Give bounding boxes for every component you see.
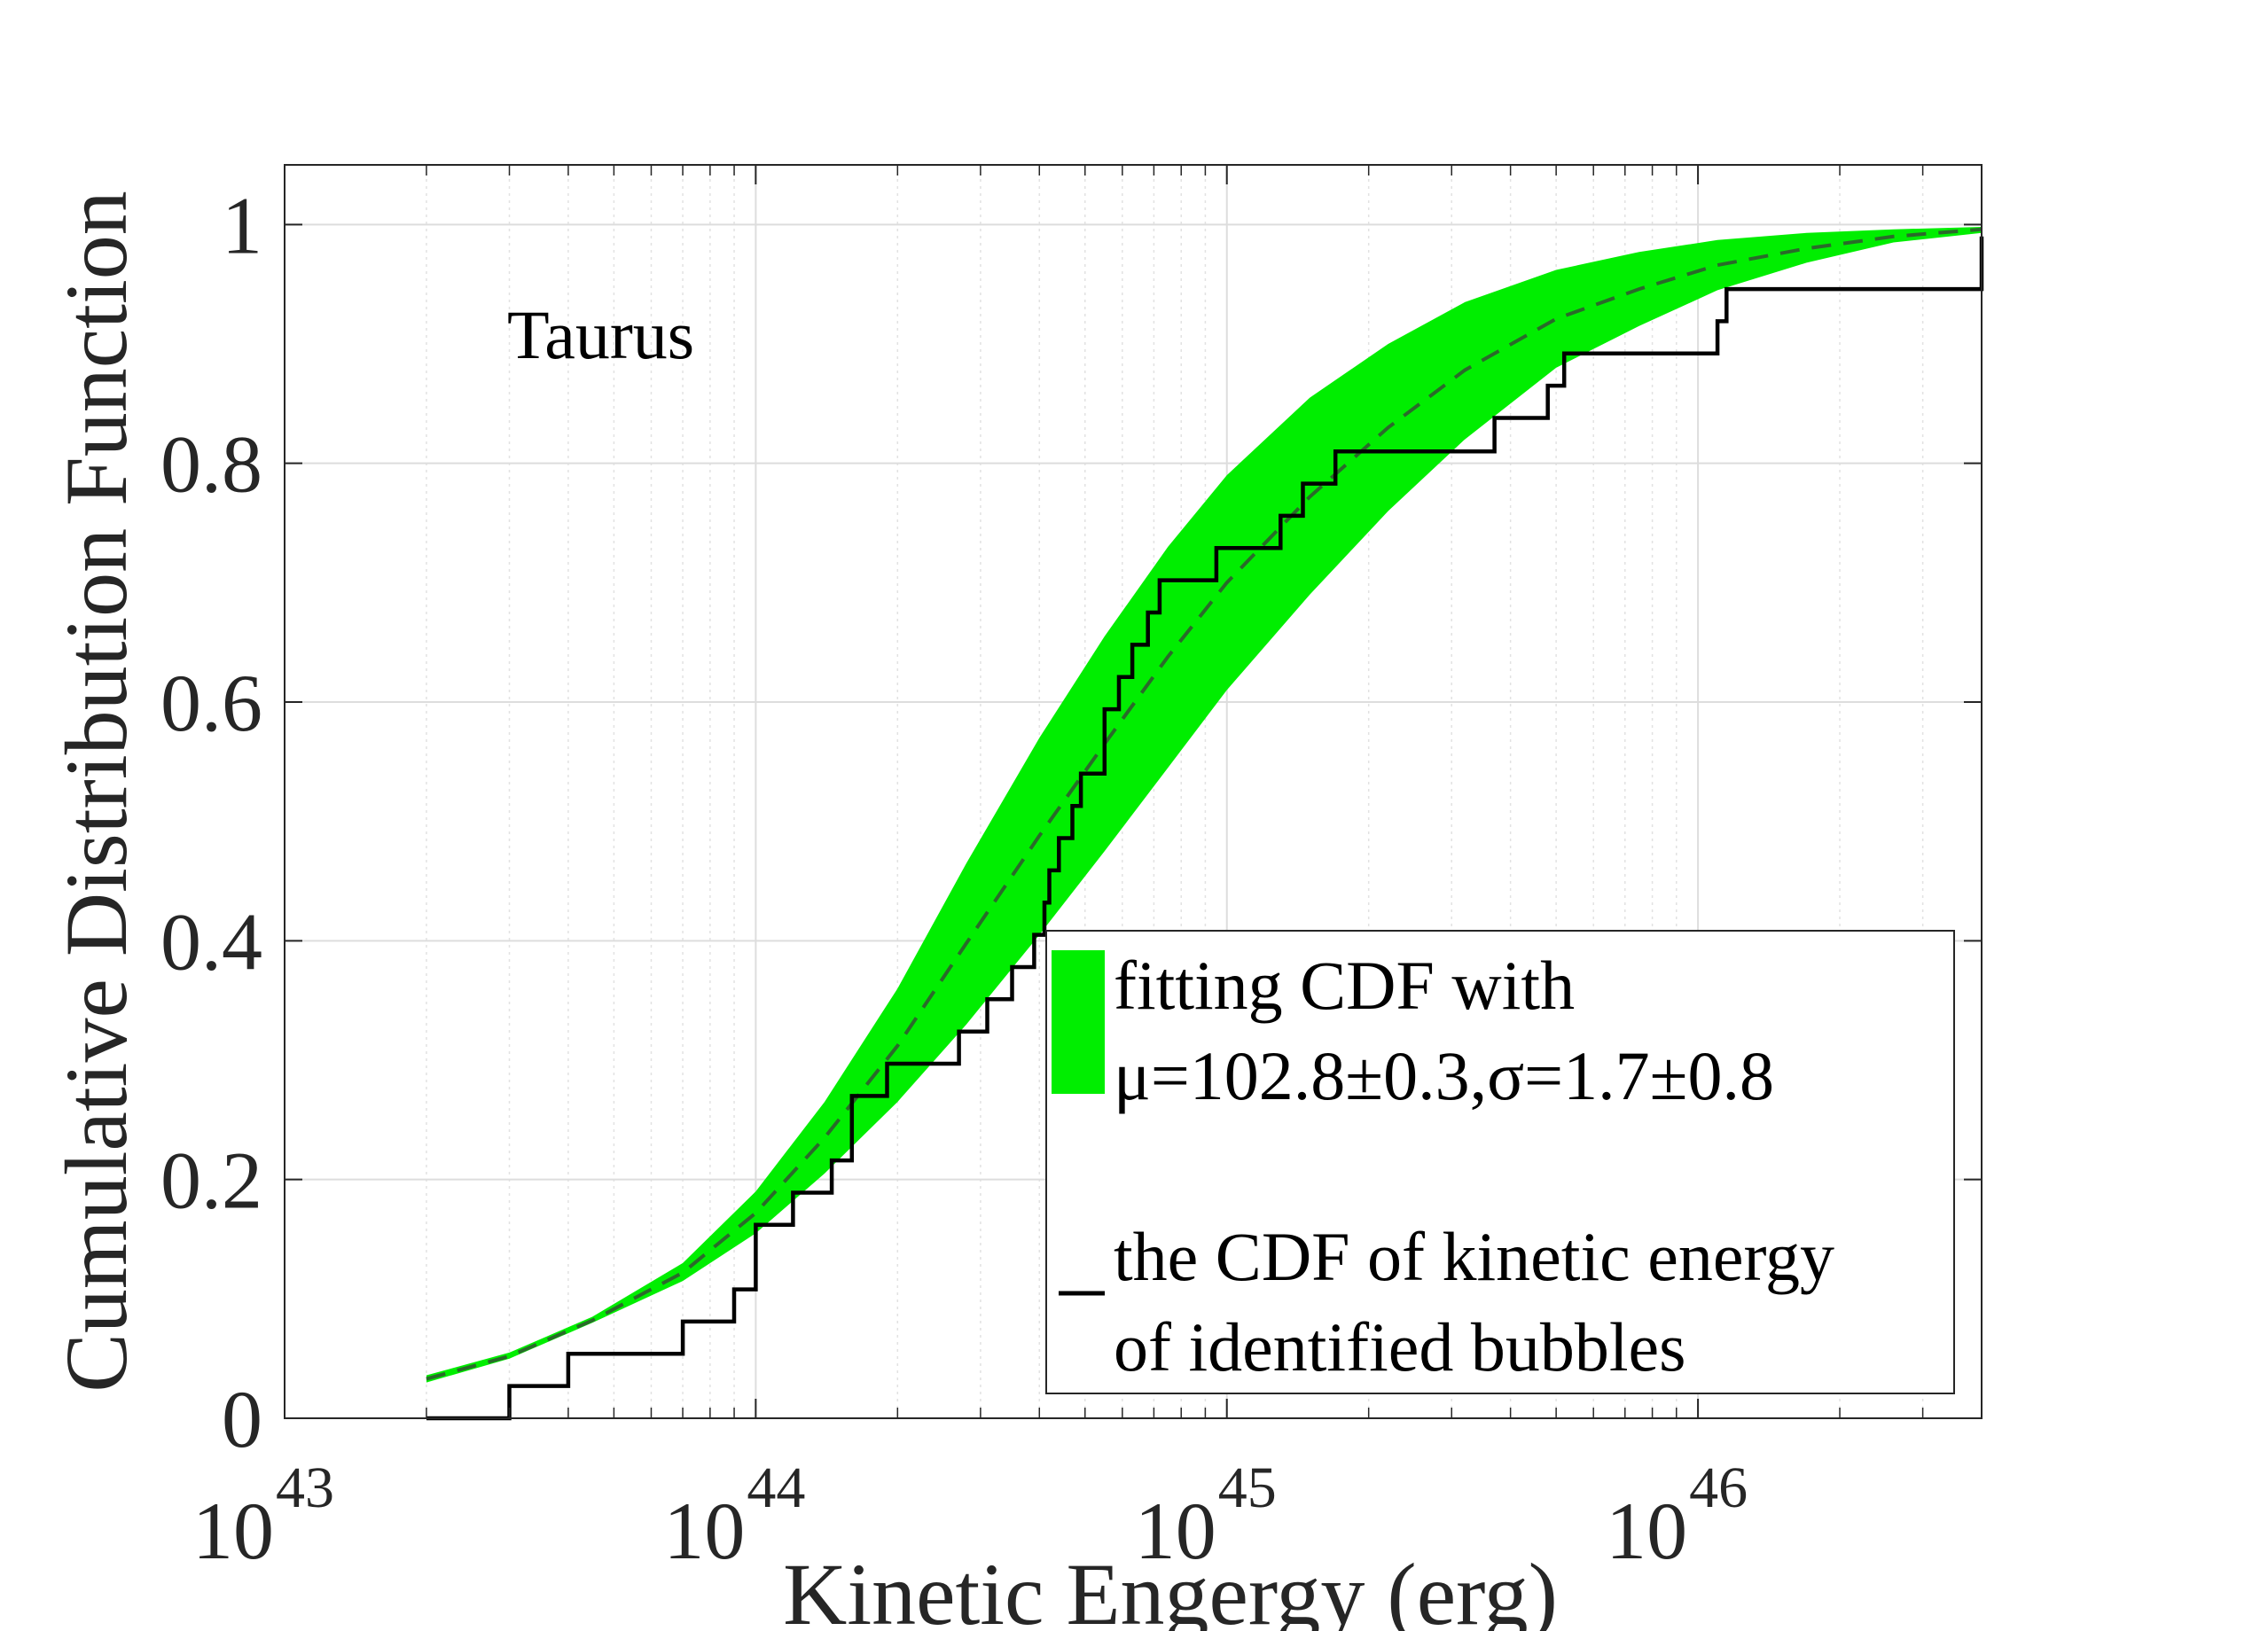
x-tick-label-exponent: 46 [1689,1455,1748,1520]
annotation-label: Taurus [507,296,694,373]
legend: fitting CDF with μ=102.8±0.3,σ=1.7±0.8 t… [1045,930,1955,1394]
y-tick-label: 0.4 [160,896,262,987]
legend-band-label-line1: fitting CDF with [1114,947,1575,1024]
y-tick-label: 1 [222,180,262,270]
x-tick-label-base: 10 [1135,1486,1216,1576]
legend-line-label-line2: of identified bubbles [1114,1308,1686,1385]
x-tick-label-exponent: 45 [1218,1455,1277,1520]
x-axis-label: Kinetic Engergy (erg) [783,1545,1558,1631]
x-tick-label-exponent: 44 [747,1455,805,1520]
x-tick-label-base: 10 [192,1486,274,1576]
y-axis-label: Cumulative Distribution Function [47,191,145,1393]
empirical-cdf-step-line [426,236,1984,1421]
series-layer [426,227,1984,1421]
legend-band-label-line2: μ=102.8±0.3,σ=1.7±0.8 [1114,1037,1774,1114]
axis-ticks [284,165,1982,1419]
y-tick-label: 0 [222,1374,262,1464]
fit-cdf-median-line [426,227,1983,1381]
y-tick-label: 0.2 [160,1135,262,1226]
x-tick-label-exponent: 43 [276,1455,334,1520]
plot-frame [284,164,1983,1419]
y-tick-label: 0.6 [160,658,262,748]
legend-box [1045,930,1955,1394]
y-tick-label: 0.8 [160,419,262,510]
x-tick-label-base: 10 [663,1486,745,1576]
x-tick-label-base: 10 [1606,1486,1687,1576]
legend-band-swatch [1052,950,1105,1094]
legend-line-label-line1: the CDF of kinetic energy [1114,1218,1834,1295]
